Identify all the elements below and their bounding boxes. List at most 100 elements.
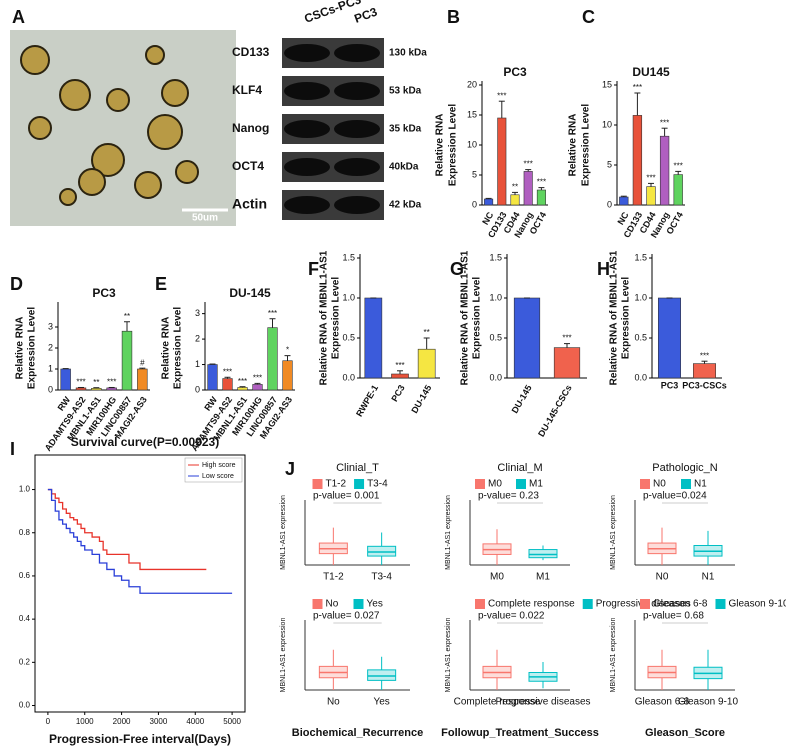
p-value: p-value= 0.001	[313, 491, 380, 502]
panel-letter: H	[597, 259, 610, 279]
significance-label: ***	[497, 91, 506, 100]
bar	[60, 368, 71, 391]
y-tick-label: 5	[607, 159, 612, 169]
y-tick-label: 1	[48, 363, 53, 373]
bar	[619, 196, 629, 206]
x-tick-label: DU-145-CSCs	[536, 383, 574, 438]
y-axis-label: Expression Level	[331, 277, 342, 359]
legend-label: Complete response	[488, 599, 575, 610]
y-tick-label: 10	[467, 139, 477, 149]
bar	[391, 373, 409, 379]
x-tick-label: PC3-CSCs	[682, 380, 727, 390]
blot-band	[334, 82, 380, 100]
legend-label: N0	[653, 479, 666, 490]
x-axis-label: Gleason_Score	[645, 727, 725, 739]
p-value: p-value= 0.022	[478, 611, 545, 622]
panel-letter: C	[582, 7, 595, 27]
significance-label: ***	[238, 377, 247, 386]
blot-protein: KLF4	[232, 83, 262, 97]
blot-band	[284, 196, 330, 214]
y-tick-label: 5	[472, 169, 477, 179]
y-tick-label: 2	[48, 342, 53, 352]
x-tick-label: 1000	[76, 717, 94, 726]
y-tick-label: 20	[467, 79, 477, 89]
blot-band	[334, 158, 380, 176]
legend-swatch	[475, 599, 485, 609]
significance-label: ***	[524, 160, 533, 169]
x-tick-label: Gleason 9-10	[678, 697, 738, 708]
blot-band	[284, 82, 330, 100]
significance-label: ***	[253, 373, 262, 382]
legend-label: Gleason 6-8	[653, 599, 708, 610]
y-axis-label: Expression Level	[27, 307, 38, 389]
y-tick-label: 0.8	[19, 528, 31, 537]
x-tick-label: N0	[656, 572, 669, 583]
x-tick-label: PC3	[661, 380, 679, 390]
box	[367, 545, 397, 557]
y-tick-label: 0.0	[634, 372, 647, 382]
significance-label: ***	[223, 367, 232, 376]
x-tick-label: 4000	[186, 717, 204, 726]
chart-title: Pathologic_N	[652, 462, 717, 474]
y-tick-label: 10	[602, 119, 612, 129]
y-axis-label: MBNL1-AS1 expression	[610, 618, 617, 693]
y-tick-label: 0.2	[19, 657, 31, 666]
bar	[207, 364, 218, 391]
survival-curve	[47, 488, 207, 571]
significance-label: **	[124, 312, 130, 321]
significance-label: ***	[76, 378, 85, 387]
chart-title: DU-145	[229, 286, 271, 300]
blot-size: 40kDa	[389, 162, 419, 173]
legend-label: Low score	[202, 473, 234, 480]
x-tick-label: DU-145	[409, 383, 433, 415]
panel-letter: B	[447, 7, 460, 27]
bar	[632, 115, 643, 206]
y-tick-label: 0.5	[489, 332, 502, 342]
blot-protein: Actin	[232, 196, 267, 212]
y-axis-label: Relative RNA of MBNL1-AS1	[609, 250, 620, 385]
bar	[91, 388, 102, 391]
significance-label: ***	[395, 361, 404, 370]
significance-label: ***	[633, 83, 642, 92]
y-tick-label: 1.0	[342, 292, 355, 302]
box	[528, 549, 558, 559]
blot-size: 42 kDa	[389, 200, 422, 211]
blot-band	[334, 44, 380, 62]
blot-size: 130 kDa	[389, 48, 427, 59]
significance-label: **	[512, 183, 518, 192]
blot-band	[284, 120, 330, 138]
significance-label: *	[286, 346, 289, 355]
plot-frame	[34, 454, 246, 713]
x-tick-label: 3000	[150, 717, 168, 726]
panel-letter: G	[450, 259, 464, 279]
y-tick-label: 3	[48, 321, 53, 331]
x-tick-label: T3-4	[371, 572, 392, 583]
y-tick-label: 0.0	[19, 701, 31, 710]
significance-label: #	[140, 358, 145, 367]
bar	[364, 297, 383, 379]
x-axis-label: Progression-Free interval(Days)	[49, 732, 231, 746]
y-tick-label: 0	[472, 199, 477, 209]
legend-label: T1-2	[326, 479, 347, 490]
legend-label: High score	[202, 462, 236, 469]
blot-size: 53 kDa	[389, 86, 422, 97]
x-tick-label: 2000	[113, 717, 131, 726]
y-tick-label: 2	[195, 333, 200, 343]
bar	[222, 378, 233, 391]
significance-label: **	[93, 378, 99, 387]
bar	[523, 171, 533, 206]
y-tick-label: 1.5	[489, 252, 502, 262]
legend-swatch	[312, 479, 323, 489]
blot-band	[284, 44, 330, 62]
y-tick-label: 15	[467, 109, 477, 119]
scale-label: 50um	[192, 213, 218, 224]
p-value: p-value= 0.027	[313, 611, 380, 622]
y-axis-label: MBNL1-AS1 expression	[280, 495, 287, 570]
legend-swatch	[353, 599, 364, 609]
y-tick-label: 0	[48, 384, 53, 394]
chart-title: Clinial_T	[336, 462, 379, 474]
legend-label: Gleason 9-10	[728, 599, 786, 610]
y-axis-label: Relative RNA	[15, 317, 26, 380]
x-tick-label: M1	[536, 572, 550, 583]
y-axis-label: Relative RNA	[568, 114, 579, 177]
